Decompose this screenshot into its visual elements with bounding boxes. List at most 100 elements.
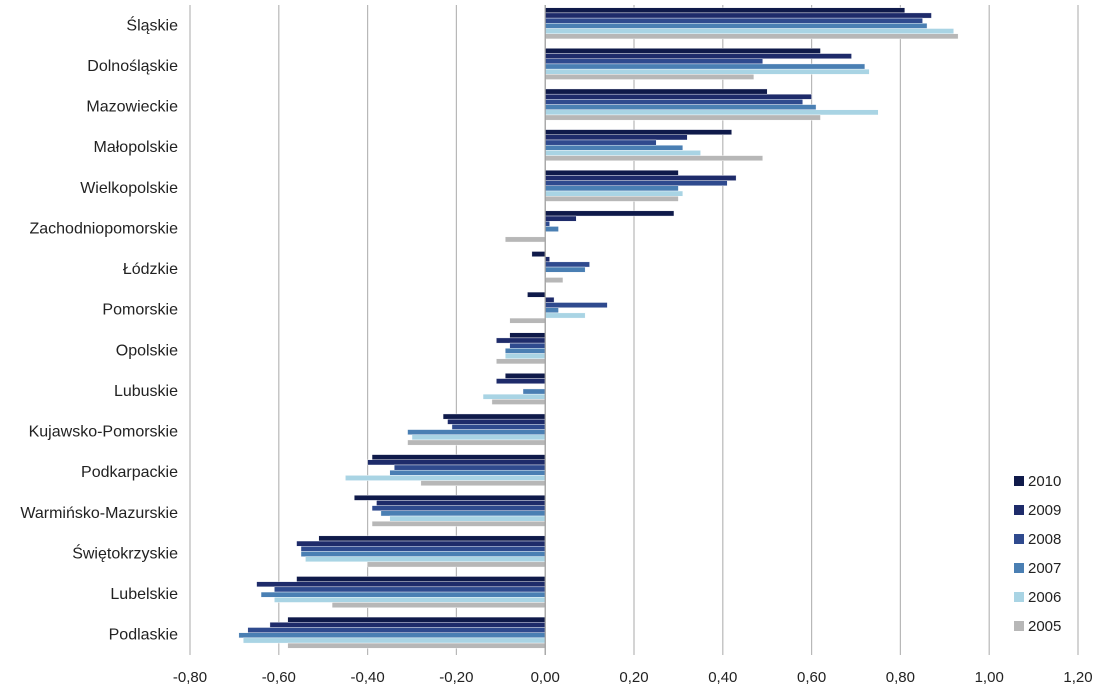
bar-2008-1 bbox=[545, 58, 763, 65]
category-label: Małopolskie bbox=[94, 139, 179, 156]
bar-2008-15 bbox=[247, 627, 546, 633]
category-label: Opolskie bbox=[116, 342, 178, 359]
bar-2006-4 bbox=[545, 190, 684, 197]
x-tick-label: -0,80 bbox=[173, 669, 207, 686]
x-tick-label: -0,40 bbox=[350, 669, 384, 686]
bar-2009-11 bbox=[367, 459, 546, 466]
x-tick-label: -0,20 bbox=[439, 669, 473, 686]
category-label: Śląskie bbox=[126, 15, 178, 34]
bar-2007-5 bbox=[545, 226, 559, 232]
bar-2005-11 bbox=[420, 480, 546, 486]
bar-2010-1 bbox=[545, 48, 821, 54]
category-label: Pomorskie bbox=[102, 302, 178, 319]
category-label: Zachodniopomorskie bbox=[29, 220, 178, 237]
bar-2009-10 bbox=[447, 418, 546, 425]
bar-2005-10 bbox=[407, 439, 546, 446]
legend-label: 2007 bbox=[1028, 560, 1061, 577]
bar-2010-13 bbox=[318, 535, 546, 542]
bar-2007-3 bbox=[545, 144, 684, 151]
bar-2006-14 bbox=[274, 597, 546, 603]
legend-swatch-2008 bbox=[1014, 534, 1024, 544]
bar-2005-8 bbox=[496, 358, 546, 365]
bar-2007-7 bbox=[545, 307, 559, 314]
category-label: Kujawsko-Pomorskie bbox=[29, 424, 178, 441]
bar-2007-4 bbox=[545, 185, 679, 192]
bar-2007-8 bbox=[505, 348, 546, 354]
bar-2006-11 bbox=[345, 475, 546, 481]
bar-2009-7 bbox=[545, 297, 555, 303]
category-label: Łódzkie bbox=[123, 261, 178, 278]
bar-2005-15 bbox=[287, 642, 546, 649]
bar-2005-5 bbox=[505, 236, 546, 243]
bar-2009-9 bbox=[496, 378, 546, 384]
legend-label: 2009 bbox=[1028, 502, 1061, 519]
bar-2009-12 bbox=[376, 500, 546, 506]
bar-2007-9 bbox=[522, 388, 546, 395]
bar-2008-3 bbox=[545, 139, 657, 146]
bar-2010-5 bbox=[545, 210, 675, 217]
bar-2007-6 bbox=[545, 266, 586, 273]
category-label: Mazowieckie bbox=[86, 99, 178, 116]
bar-2010-11 bbox=[371, 454, 546, 460]
bar-2006-0 bbox=[545, 28, 954, 34]
bar-2005-13 bbox=[367, 561, 546, 568]
bar-2007-10 bbox=[407, 429, 546, 435]
bar-2006-10 bbox=[411, 434, 546, 441]
bar-2007-2 bbox=[545, 104, 817, 110]
x-tick-label: 0,40 bbox=[708, 669, 737, 686]
category-label: Podlaskie bbox=[109, 627, 178, 644]
legend-label: 2010 bbox=[1028, 473, 1061, 490]
bar-2005-4 bbox=[545, 196, 679, 202]
bar-2008-7 bbox=[545, 302, 608, 308]
legend-swatch-2007 bbox=[1014, 563, 1024, 573]
x-tick-label: 0,00 bbox=[531, 669, 560, 686]
bar-2010-15 bbox=[287, 616, 546, 623]
bar-2006-2 bbox=[545, 109, 879, 116]
bar-2009-3 bbox=[545, 134, 688, 141]
bar-2010-8 bbox=[509, 332, 546, 339]
bars bbox=[238, 7, 959, 649]
bar-2008-6 bbox=[545, 261, 590, 268]
bar-2008-8 bbox=[509, 342, 546, 349]
x-tick-label: -0,60 bbox=[262, 669, 296, 686]
bar-2009-5 bbox=[545, 215, 577, 222]
bar-2010-3 bbox=[545, 129, 732, 135]
bar-2006-1 bbox=[545, 68, 870, 75]
x-tick-label: 0,20 bbox=[619, 669, 648, 686]
x-tick-label: 1,00 bbox=[975, 669, 1004, 686]
category-label: Podkarpackie bbox=[81, 464, 178, 481]
bar-2006-7 bbox=[545, 312, 586, 319]
bar-2005-9 bbox=[491, 399, 546, 405]
bar-2006-9 bbox=[482, 393, 546, 400]
bar-2008-11 bbox=[394, 464, 546, 471]
bar-2008-10 bbox=[451, 424, 546, 430]
bar-2006-3 bbox=[545, 150, 701, 156]
bar-2010-7 bbox=[527, 291, 546, 298]
legend: 2010 2009 2008 2007 2006 2005 bbox=[1014, 473, 1061, 635]
category-label: Lubuskie bbox=[114, 383, 178, 400]
bar-2008-0 bbox=[545, 17, 923, 24]
bar-2009-0 bbox=[545, 12, 932, 19]
bar-2005-1 bbox=[545, 74, 755, 80]
category-label: Świętokrzyskie bbox=[72, 543, 178, 562]
bar-2007-15 bbox=[238, 632, 546, 639]
bar-2008-13 bbox=[300, 546, 546, 552]
bar-2010-10 bbox=[442, 413, 546, 420]
bar-2008-5 bbox=[545, 221, 550, 227]
bar-2010-4 bbox=[545, 170, 679, 176]
bar-2009-2 bbox=[545, 93, 812, 100]
bar-2006-13 bbox=[305, 556, 546, 563]
legend-label: 2005 bbox=[1028, 618, 1061, 635]
x-tick-label: 0,60 bbox=[797, 669, 826, 686]
bar-2008-4 bbox=[545, 180, 728, 187]
bar-2007-1 bbox=[545, 63, 866, 70]
bar-2009-15 bbox=[269, 622, 546, 628]
bar-2006-8 bbox=[505, 353, 546, 359]
legend-swatch-2005 bbox=[1014, 621, 1024, 631]
bar-2007-12 bbox=[380, 510, 546, 517]
bar-2009-8 bbox=[496, 337, 546, 344]
bar-2007-14 bbox=[260, 591, 546, 598]
bar-2008-2 bbox=[545, 99, 803, 105]
bar-2005-6 bbox=[545, 277, 564, 283]
